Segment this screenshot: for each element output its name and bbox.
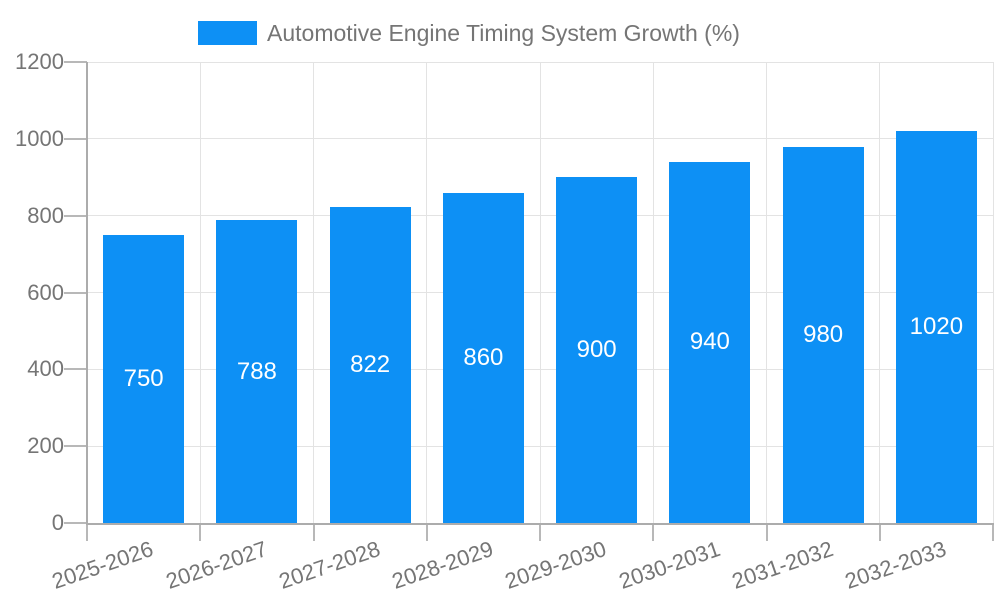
bar-value-label: 788 (236, 357, 277, 385)
x-tick-label: 2031-2032 (728, 536, 837, 594)
y-tick-mark (64, 522, 87, 524)
x-tick-mark (992, 523, 994, 541)
y-tick-label: 200 (27, 433, 64, 459)
bar-value-label: 1020 (909, 313, 964, 341)
y-tick-label: 600 (27, 279, 64, 305)
y-tick-label: 1200 (15, 49, 64, 74)
x-tick-mark (312, 523, 315, 541)
bar-2029-2030[interactable]: 900 (556, 177, 638, 523)
v-gridline (879, 62, 881, 523)
legend-label: Automotive Engine Timing System Growth (… (267, 20, 740, 46)
x-tick-label: 2028-2029 (388, 536, 497, 594)
v-gridline (539, 62, 541, 523)
bar-2026-2027[interactable]: 788 (216, 220, 298, 523)
x-tick-label: 2025-2026 (49, 536, 157, 594)
x-tick-label: 2029-2030 (502, 536, 610, 594)
x-tick-mark (878, 523, 881, 541)
bar-2030-2031[interactable]: 940 (669, 161, 751, 523)
y-tick-label: 1000 (15, 125, 64, 151)
bar-value-label: 900 (576, 336, 617, 364)
x-tick-mark (86, 523, 88, 541)
x-tick-label: 2026-2027 (162, 536, 271, 594)
v-gridline (199, 62, 201, 523)
y-tick-label: 0 (51, 510, 64, 535)
y-tick-mark (64, 137, 87, 140)
bar-value-label: 860 (463, 343, 504, 371)
y-axis-line (86, 62, 88, 524)
v-gridline (652, 62, 654, 523)
legend-item[interactable]: Automotive Engine Timing System Growth (… (198, 21, 740, 45)
legend-swatch (198, 21, 257, 45)
x-tick-label: 2032-2033 (841, 536, 950, 594)
y-tick-mark (64, 214, 87, 217)
x-tick-label: 2027-2028 (275, 536, 384, 594)
y-tick-label: 400 (27, 356, 64, 382)
v-gridline (313, 62, 314, 523)
x-tick-mark (652, 523, 655, 541)
v-gridline (766, 62, 767, 523)
y-tick-mark (64, 368, 87, 371)
x-axis-line (86, 523, 994, 525)
bar-value-label: 750 (123, 364, 164, 392)
bar-value-label: 822 (350, 351, 391, 379)
x-tick-mark (425, 523, 428, 541)
bar-2031-2032[interactable]: 980 (782, 146, 864, 523)
v-gridline (992, 62, 994, 523)
bar-2032-2033[interactable]: 1020 (895, 131, 977, 523)
x-tick-label: 2030-2031 (615, 536, 724, 594)
bar-2027-2028[interactable]: 822 (329, 207, 411, 523)
y-tick-mark (64, 445, 87, 448)
y-tick-mark (64, 291, 87, 294)
y-tick-mark (64, 61, 87, 63)
x-tick-mark (199, 523, 202, 541)
bar-2028-2029[interactable]: 860 (442, 192, 524, 523)
bar-value-label: 940 (689, 328, 730, 356)
bar-value-label: 980 (803, 320, 844, 348)
v-gridline (426, 62, 428, 523)
y-tick-label: 800 (27, 202, 64, 228)
x-tick-mark (539, 523, 541, 541)
bar-2025-2026[interactable]: 750 (103, 234, 185, 523)
x-tick-mark (765, 523, 768, 541)
